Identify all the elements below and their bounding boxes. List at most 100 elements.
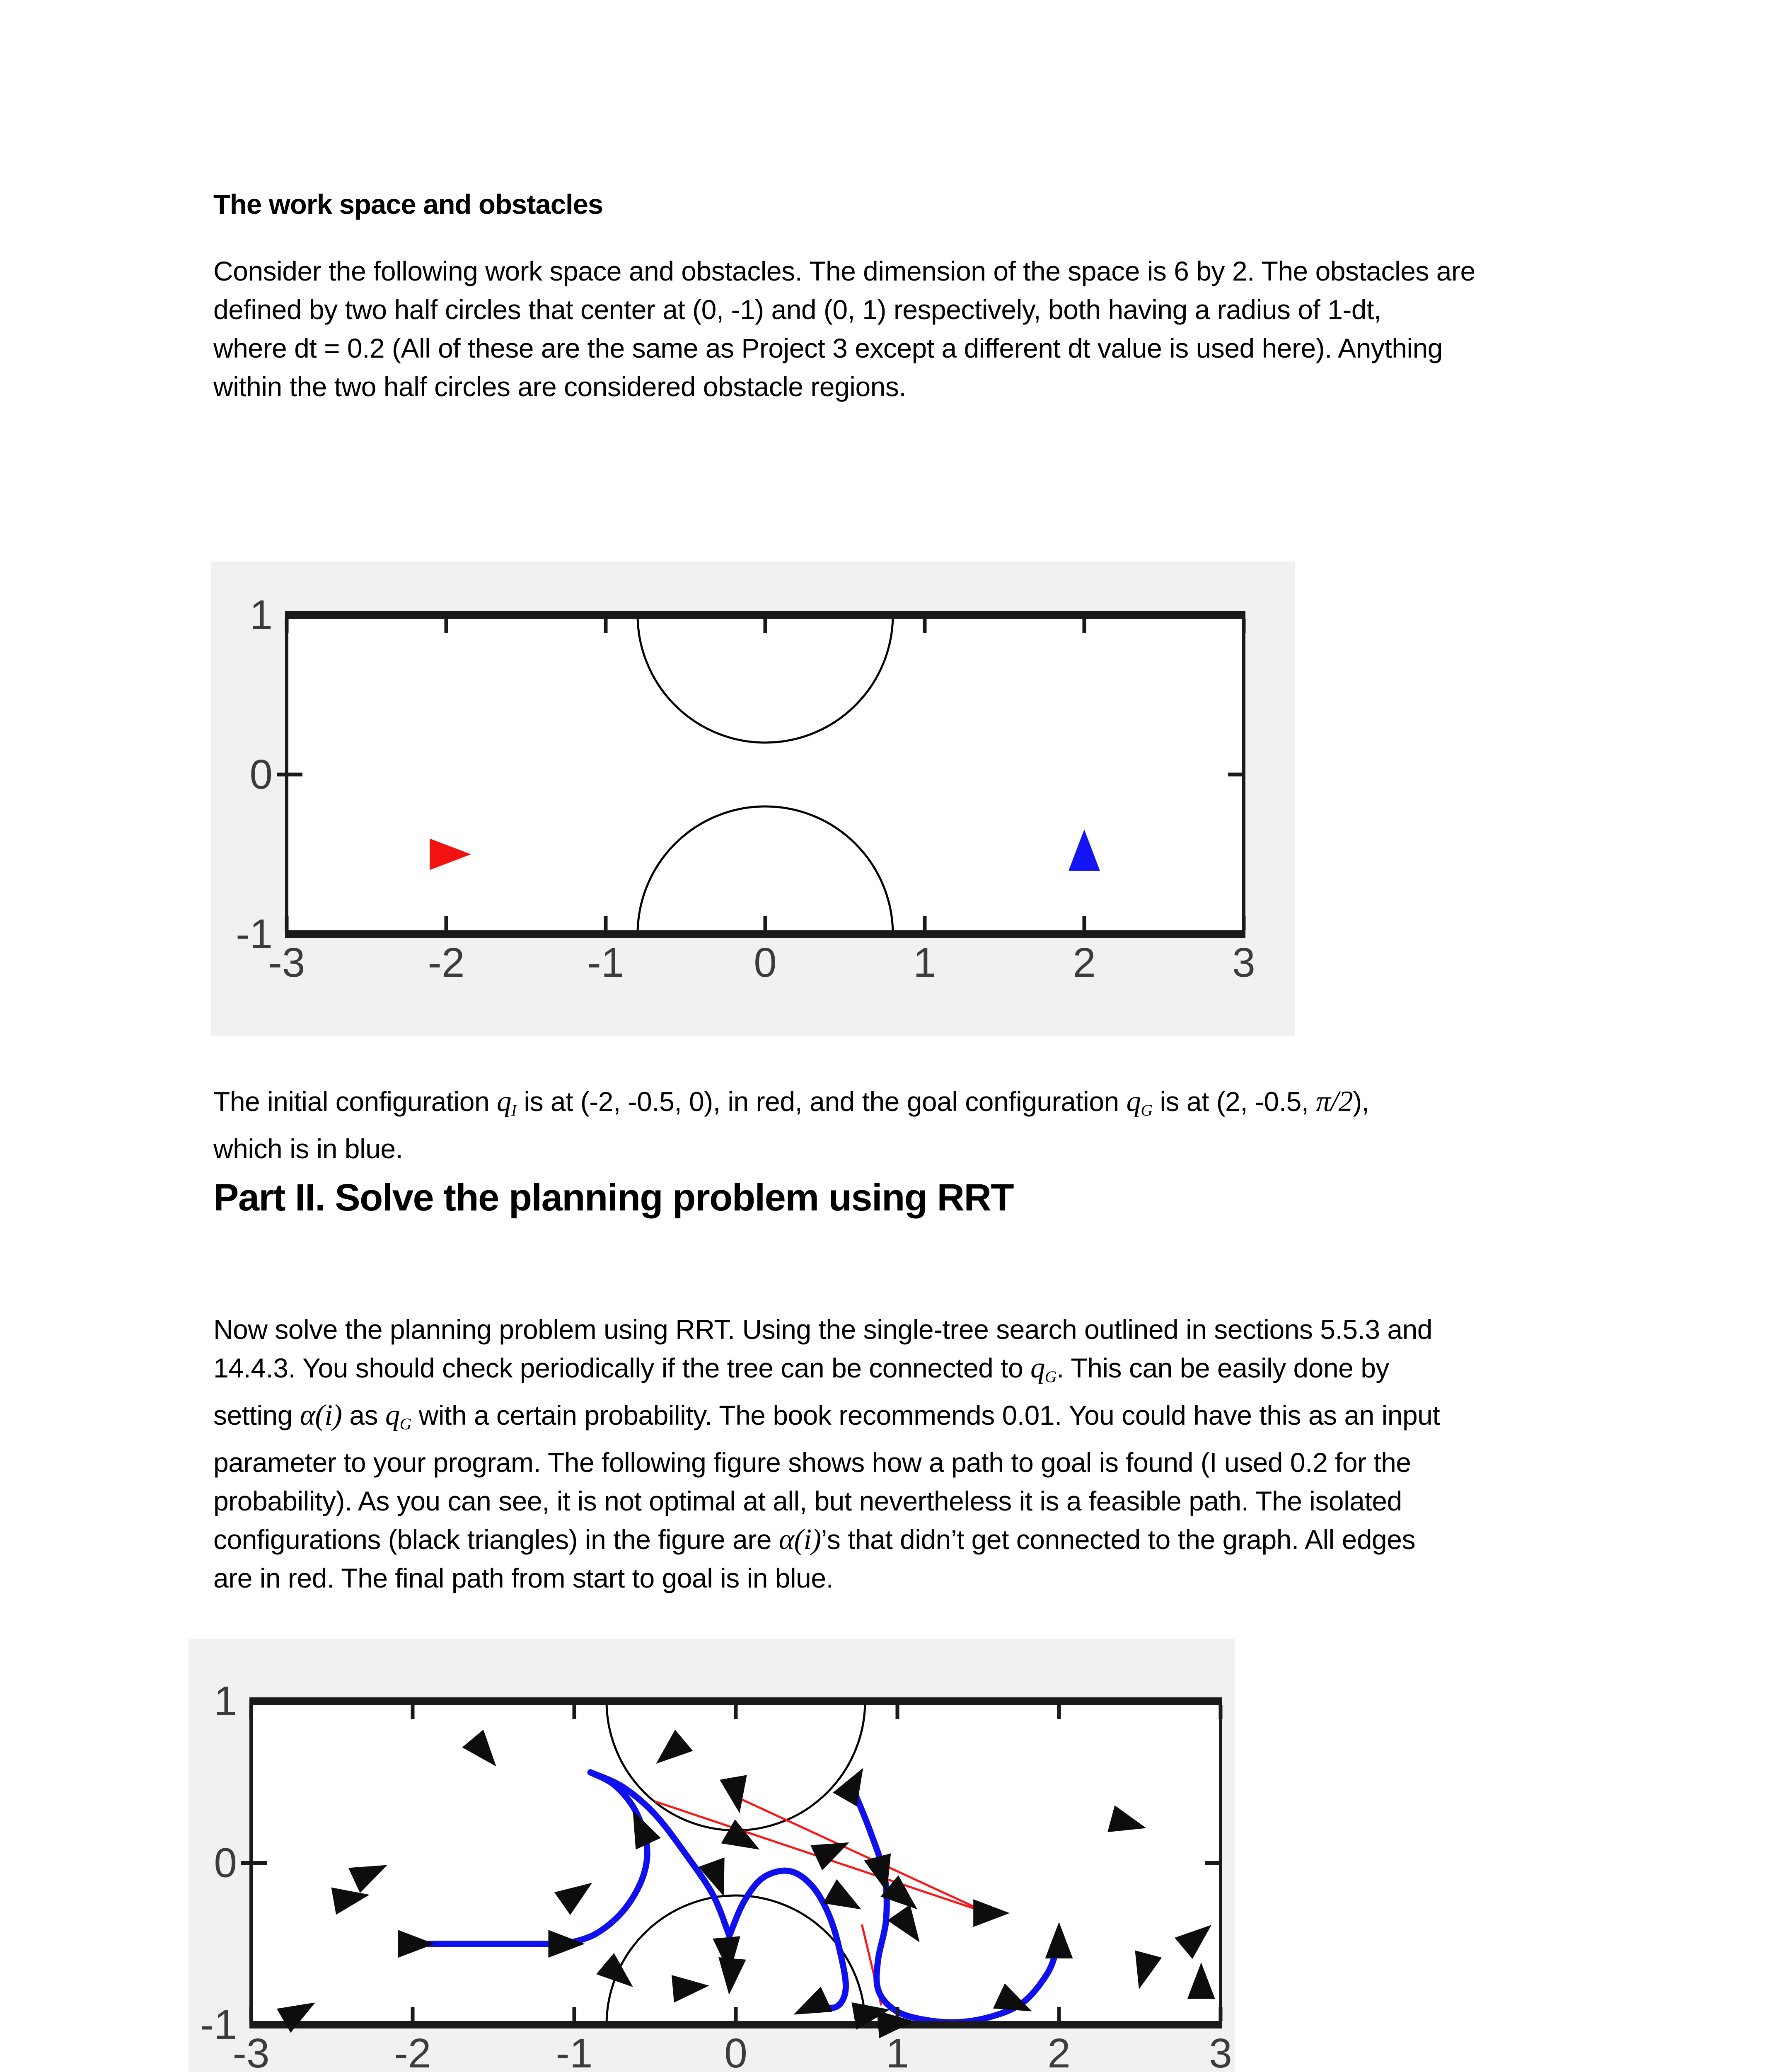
- math-subscript: G: [399, 1415, 412, 1433]
- x-tick: [734, 1705, 738, 1719]
- x-tick: [1242, 916, 1246, 930]
- x-tick: [1242, 619, 1246, 633]
- config-triangle: [880, 1875, 918, 1910]
- x-tick-label: 3: [1232, 939, 1255, 986]
- x-tick: [1082, 916, 1086, 930]
- rrt-figure: -3 -2 -1 0 1 2 3 1 0 -1: [189, 1639, 1235, 2072]
- workspace-boundary: [285, 611, 1245, 619]
- text-line: The initial configuration qI is at (-2, …: [213, 1085, 1369, 1120]
- y-tick-label: -1: [200, 2002, 237, 2048]
- config-triangle: [721, 1819, 760, 1850]
- x-tick: [734, 2007, 738, 2021]
- y-tick-label: 0: [214, 1840, 237, 1886]
- math-symbol: q: [1126, 1085, 1141, 1118]
- config-triangle: [1187, 1962, 1215, 1999]
- text-line: defined by two half circles that center …: [213, 294, 1381, 325]
- config-triangle: [718, 1957, 746, 1995]
- x-tick: [604, 916, 608, 930]
- config-triangle: [1045, 1922, 1073, 1958]
- x-tick: [923, 916, 927, 930]
- y-tick: [277, 772, 287, 777]
- x-tick: [572, 2007, 576, 2021]
- config-triangle: [331, 1887, 370, 1915]
- y-tick-label: 1: [214, 1678, 237, 1724]
- x-tick-label: 2: [1047, 2030, 1071, 2072]
- config-triangle: [851, 2002, 890, 2030]
- x-tick-label: 1: [913, 939, 936, 986]
- y-tick: [241, 1861, 251, 1865]
- y-tick: [288, 613, 302, 617]
- final-path: [587, 1769, 733, 1939]
- text-line: are in red. The final path from start to…: [213, 1563, 834, 1594]
- obstacle-arc: [636, 615, 894, 744]
- text-line: 14.4.3. You should check periodically if…: [213, 1352, 1389, 1386]
- x-tick-label: 0: [724, 2030, 747, 2072]
- config-triangle: [713, 1936, 740, 1974]
- x-tick: [285, 916, 289, 930]
- x-tick-label: -1: [556, 2030, 593, 2072]
- x-tick: [763, 916, 767, 930]
- text-line: setting α(i) as qG with a certain probab…: [213, 1399, 1440, 1433]
- config-triangle: [398, 1930, 435, 1958]
- x-tick: [444, 916, 448, 930]
- config-triangle: [276, 2002, 315, 2033]
- config-triangle: [719, 1775, 747, 1813]
- x-tick: [604, 619, 608, 633]
- config-triangle: [864, 1853, 891, 1893]
- y-tick: [253, 2023, 267, 2027]
- config-triangle: [554, 1883, 592, 1915]
- x-tick: [285, 619, 289, 633]
- y-tick: [1228, 772, 1242, 777]
- y-tick: [288, 772, 302, 777]
- text-line: which is in blue.: [213, 1133, 403, 1164]
- config-triangle: [548, 1930, 585, 1958]
- math-symbol: q: [1030, 1352, 1045, 1384]
- x-tick: [1057, 1705, 1061, 1719]
- math-symbol: q: [385, 1399, 400, 1432]
- config-triangle: [810, 1842, 850, 1871]
- x-tick-label: 1: [886, 2030, 909, 2072]
- math-subscript: G: [1141, 1101, 1153, 1120]
- math-subscript: I: [511, 1101, 517, 1120]
- config-triangle: [823, 1879, 862, 1910]
- y-tick-label: -1: [236, 911, 273, 957]
- config-triangle: [596, 1953, 633, 1987]
- workspace-boundary: [249, 2021, 1222, 2028]
- plot-area: [287, 615, 1244, 934]
- text-line: within the two half circles are consider…: [213, 371, 907, 402]
- x-tick: [1082, 619, 1086, 633]
- paragraph-rrt: Now solve the planning problem using RRT…: [213, 1310, 1440, 1598]
- x-tick-label: -3: [268, 939, 305, 986]
- obstacle-arc: [605, 1894, 866, 2025]
- y-tick: [253, 1861, 267, 1865]
- text-line: where dt = 0.2 (All of these are the sam…: [213, 333, 1443, 363]
- y-tick: [288, 932, 302, 936]
- math-symbol: α(i): [300, 1399, 342, 1432]
- text-line: Consider the following work space and ob…: [213, 256, 1475, 286]
- final-path: [563, 1769, 650, 1947]
- math-subscript: G: [1044, 1368, 1057, 1386]
- final-path: [726, 1867, 849, 2011]
- y-tick: [1228, 613, 1242, 617]
- config-triangle: [793, 1986, 833, 2015]
- workspace-boundary: [285, 930, 1245, 938]
- text-line: probability). As you can see, it is not …: [213, 1486, 1402, 1517]
- tree-edge: [738, 1797, 989, 1914]
- x-tick: [1057, 2007, 1061, 2021]
- paragraph-config: The initial configuration qI is at (-2, …: [213, 1082, 1369, 1168]
- x-tick-label: 2: [1073, 939, 1096, 986]
- y-tick: [1205, 1861, 1219, 1865]
- workspace-plot: -3 -2 -1 0 1 2 3 1 0 -1: [236, 592, 1255, 986]
- config-triangle: [1107, 1805, 1146, 1832]
- y-tick: [1205, 1699, 1219, 1703]
- part2-heading: Part II. Solve the planning problem usin…: [213, 1176, 1014, 1219]
- paragraph-workspace: Consider the following work space and ob…: [213, 252, 1475, 406]
- x-tick: [923, 619, 927, 633]
- config-triangle: [1135, 1950, 1162, 1990]
- obstacle-arc: [636, 805, 894, 934]
- x-tick: [1218, 2007, 1223, 2021]
- goal-config-marker: [1069, 829, 1100, 871]
- math-symbol: q: [497, 1085, 511, 1118]
- x-tick-label: -2: [428, 939, 465, 986]
